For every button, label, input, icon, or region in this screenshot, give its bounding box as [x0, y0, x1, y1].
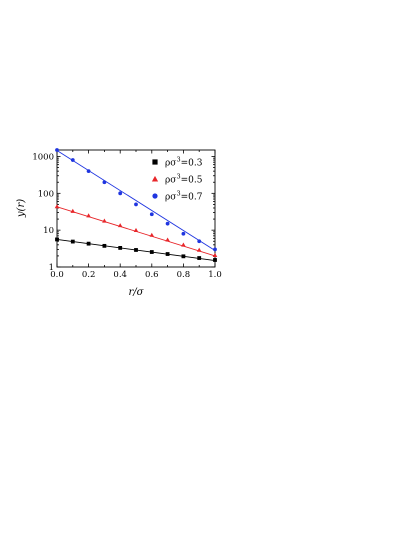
- y-tick-label: 100: [38, 189, 54, 199]
- data-point-triangle: [181, 242, 186, 247]
- data-point-triangle: [117, 223, 123, 228]
- data-point-circle: [134, 202, 138, 207]
- data-point-circle: [70, 158, 75, 162]
- data-point-triangle: [196, 247, 202, 252]
- data-point-circle: [102, 180, 107, 185]
- data-point-square: [149, 250, 154, 254]
- data-point-circle: [181, 231, 186, 236]
- data-point-circle: [197, 239, 202, 244]
- data-point-square: [86, 241, 91, 246]
- fit-line: [56, 150, 216, 251]
- x-tick-label: 0.6: [145, 270, 159, 280]
- data-point-circle: [118, 191, 123, 196]
- legend: ρσ3=0.3 ρσ3=0.5 ρσ3=0.7: [151, 156, 203, 203]
- data-point-triangle: [70, 208, 76, 213]
- axis-ticks: [56, 150, 216, 268]
- legend-entry-label: ρσ3=0.5: [165, 173, 203, 186]
- data-point-square: [70, 239, 75, 244]
- x-tick-label: 1.0: [208, 270, 222, 280]
- x-tick-label: 0.8: [177, 270, 191, 280]
- data-point-square: [118, 245, 123, 250]
- legend-entry-label: ρσ3=0.7: [165, 190, 203, 203]
- data-point-square: [181, 254, 186, 259]
- y-tick-label: 10: [43, 226, 54, 236]
- data-point-triangle: [212, 252, 218, 257]
- data-point-square: [152, 159, 158, 165]
- data-point-square: [213, 258, 217, 262]
- data-point-triangle: [151, 175, 159, 182]
- data-point-triangle: [149, 232, 155, 237]
- data-point-triangle: [102, 218, 107, 223]
- legend-entry-label: ρσ3=0.3: [165, 156, 203, 169]
- x-tick-label: 0.4: [113, 270, 127, 280]
- tick-labels: 0.0 0.2 0.4 0.6 0.8 1.0 1 10 100 1000: [32, 152, 221, 280]
- data-point-triangle: [133, 227, 139, 232]
- x-tick-label: 0.0: [50, 270, 64, 280]
- data-point-circle: [86, 169, 91, 174]
- data-point-square: [165, 252, 170, 256]
- data-point-circle: [213, 247, 217, 252]
- data-point-triangle: [86, 213, 91, 218]
- data-point-triangle: [54, 204, 60, 209]
- data-point-square: [134, 248, 138, 252]
- data-point-circle: [149, 212, 154, 217]
- y-tick-label: 1: [49, 263, 54, 273]
- data-point-square: [55, 237, 59, 242]
- data-markers: [54, 148, 218, 262]
- data-point-square: [197, 256, 202, 260]
- data-point-circle: [165, 221, 170, 226]
- x-axis-label: r/σ: [129, 287, 145, 298]
- data-point-circle: [152, 193, 158, 199]
- data-point-triangle: [165, 237, 170, 242]
- data-point-circle: [55, 148, 59, 152]
- data-point-square: [102, 243, 107, 248]
- x-tick-label: 0.2: [82, 270, 96, 280]
- y-tick-label: 1000: [32, 152, 54, 162]
- y-axis-label: y(r): [16, 199, 27, 218]
